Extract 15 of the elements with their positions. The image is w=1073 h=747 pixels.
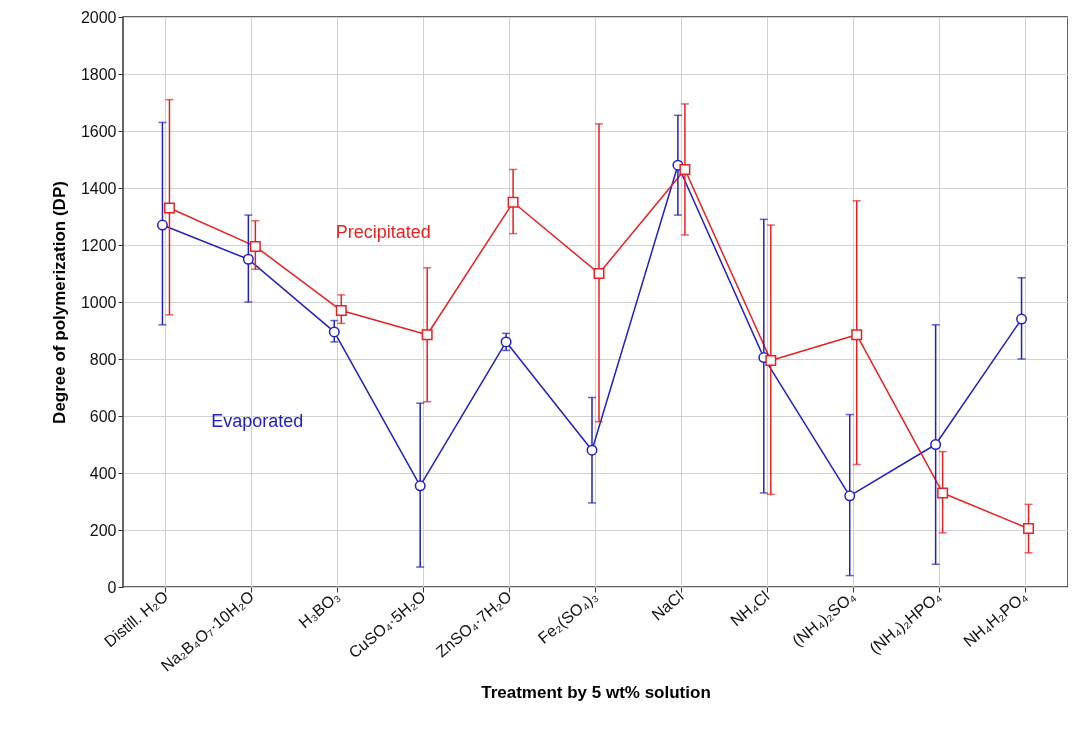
y-axis-title: Degree of polymerization (DP) bbox=[49, 181, 69, 424]
y-tick-label: 1800 bbox=[80, 65, 117, 83]
y-tick-label: 1600 bbox=[80, 122, 117, 140]
y-tick-label: 0 bbox=[107, 578, 117, 596]
y-tick-label: 400 bbox=[89, 464, 117, 482]
y-tick-label: 1400 bbox=[80, 179, 117, 197]
y-tick-label: 800 bbox=[89, 350, 117, 368]
text: Evaporated bbox=[211, 410, 304, 431]
y-tick-label: 1200 bbox=[80, 236, 117, 254]
y-tick-label: 1000 bbox=[80, 293, 117, 311]
y-tick-label: 2000 bbox=[80, 8, 117, 26]
text: Precipitated bbox=[335, 221, 431, 242]
y-tick-label: 200 bbox=[89, 521, 117, 539]
y-tick-label: 600 bbox=[89, 407, 117, 425]
x-axis-title: Treatment by 5 wt% solution bbox=[481, 682, 711, 702]
